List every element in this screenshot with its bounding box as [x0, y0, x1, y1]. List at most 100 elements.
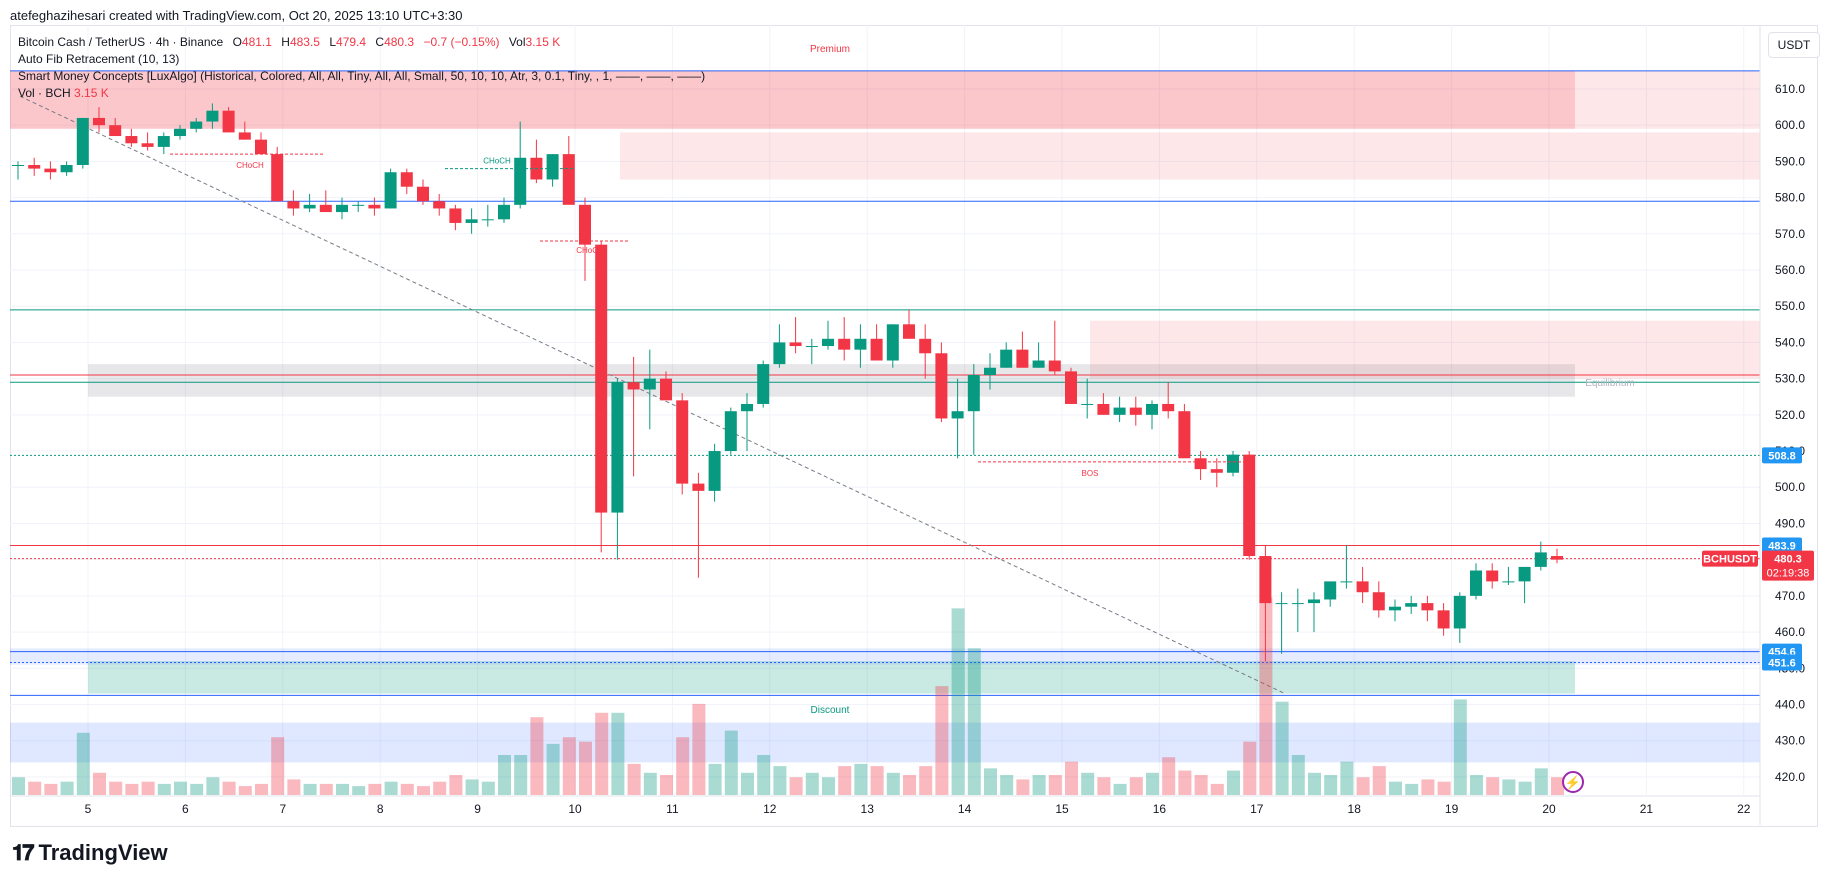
x-tick-label: 9: [474, 802, 481, 816]
candle-body: [1356, 581, 1369, 593]
indicator-fib[interactable]: Auto Fib Retracement (10, 13): [18, 52, 180, 66]
candle-body: [1146, 403, 1158, 415]
candle-body: [303, 204, 316, 209]
currency-button[interactable]: USDT: [1768, 32, 1820, 58]
volume-bar: [854, 763, 868, 795]
indicator-smc[interactable]: Smart Money Concepts [LuxAlgo] (Historic…: [18, 69, 706, 83]
volume-bar: [514, 755, 528, 795]
y-tick-label: 550.0: [1775, 299, 1805, 313]
candle-body: [627, 382, 640, 390]
volume-value: 3.15 K: [525, 35, 561, 49]
volume-bar: [1291, 755, 1305, 795]
candle-body: [1275, 603, 1288, 605]
candle-body: [870, 338, 883, 361]
premium-label: Premium: [810, 44, 850, 55]
candle-body: [1405, 603, 1418, 607]
volume-bar: [951, 608, 965, 795]
candle-body: [789, 342, 802, 347]
discount-label: Discount: [811, 705, 850, 716]
candle-body: [984, 367, 996, 375]
open-label: O: [232, 35, 242, 49]
candle-body: [1243, 454, 1256, 557]
volume-bar: [206, 777, 220, 795]
volume-bar: [1048, 775, 1062, 795]
last-price-badge: [1762, 550, 1814, 581]
candle-body: [967, 375, 980, 412]
volume-bar: [903, 775, 916, 795]
candle-body: [1097, 403, 1110, 415]
candle-body: [384, 172, 397, 209]
y-tick-label: 460.0: [1775, 625, 1805, 639]
volume-bar: [352, 786, 366, 795]
x-tick-label: 6: [182, 802, 189, 816]
chart-frame: [10, 25, 1818, 827]
volume-bar: [1032, 775, 1046, 795]
last-price-text: 480.3: [1774, 554, 1802, 566]
candle-body: [1048, 360, 1061, 372]
volume-bar: [757, 755, 771, 795]
candle-body: [174, 128, 186, 137]
trend-line: [19, 95, 1286, 695]
candle-body: [319, 204, 332, 213]
fib-price-badge: [1762, 447, 1802, 464]
candle-body: [60, 165, 73, 173]
candle-body: [222, 110, 235, 133]
candle-body: [643, 378, 656, 390]
high-label: H: [281, 35, 290, 49]
candle-body: [1162, 403, 1175, 412]
volume-bar: [76, 732, 90, 795]
candle-body: [838, 338, 851, 350]
volume-bar: [1259, 597, 1273, 795]
volume-bar: [498, 755, 511, 795]
premium-zone: [10, 70, 1575, 129]
volume-bar: [1405, 783, 1419, 795]
candle-body: [611, 382, 624, 513]
candle-body: [190, 121, 203, 129]
candle-body: [400, 172, 413, 187]
candle-body: [76, 117, 89, 165]
x-tick-label: 15: [1055, 802, 1069, 816]
candle-body: [93, 117, 105, 126]
volume-bar: [287, 779, 301, 795]
open-value: 481.1: [241, 35, 272, 49]
volume-bar: [1000, 775, 1014, 795]
volume-bar: [886, 772, 900, 795]
y-tick-label: 580.0: [1775, 191, 1805, 205]
candle-body: [141, 143, 154, 147]
volume-bar: [805, 772, 819, 795]
symbol-title[interactable]: Bitcoin Cash / TetherUS · 4h · Binance: [18, 35, 224, 49]
volume-bar: [935, 686, 949, 795]
supply-zone: [620, 132, 1760, 180]
y-tick-label: 500.0: [1775, 480, 1805, 494]
x-tick-label: 8: [377, 802, 384, 816]
volume-bar: [125, 783, 139, 795]
volume-bar: [141, 781, 155, 795]
volume-bar: [1243, 741, 1257, 795]
lightning-alert-icon[interactable]: ⚡: [1562, 771, 1584, 793]
candle-body: [1081, 403, 1094, 405]
candle-body: [1129, 407, 1142, 415]
tradingview-logo: 𝟏𝟕 TradingView: [12, 840, 168, 866]
indicator-volume[interactable]: Vol · BCH 3.15 K: [18, 85, 705, 102]
candle-body: [1178, 411, 1191, 459]
volume-bar: [1081, 772, 1095, 795]
volume-bar: [773, 766, 787, 795]
candle-body: [368, 204, 381, 209]
candle-body: [1437, 610, 1450, 629]
low-label: L: [329, 35, 337, 49]
volume-demand-zone: [10, 722, 1760, 763]
volume-bar: [1065, 761, 1078, 795]
x-tick-label: 10: [568, 802, 582, 816]
volume-bar: [28, 781, 42, 795]
premium-zone-ext: [1575, 70, 1760, 129]
volume-bar: [1470, 775, 1483, 795]
candle-body: [336, 204, 348, 213]
brand-text: TradingView: [38, 840, 168, 865]
volume-bar: [627, 763, 641, 795]
volume-bar: [271, 737, 285, 795]
volume-bar: [174, 781, 187, 795]
candle-body: [1389, 606, 1401, 611]
volume-bar: [530, 717, 544, 795]
y-tick-label: 540.0: [1775, 335, 1805, 349]
